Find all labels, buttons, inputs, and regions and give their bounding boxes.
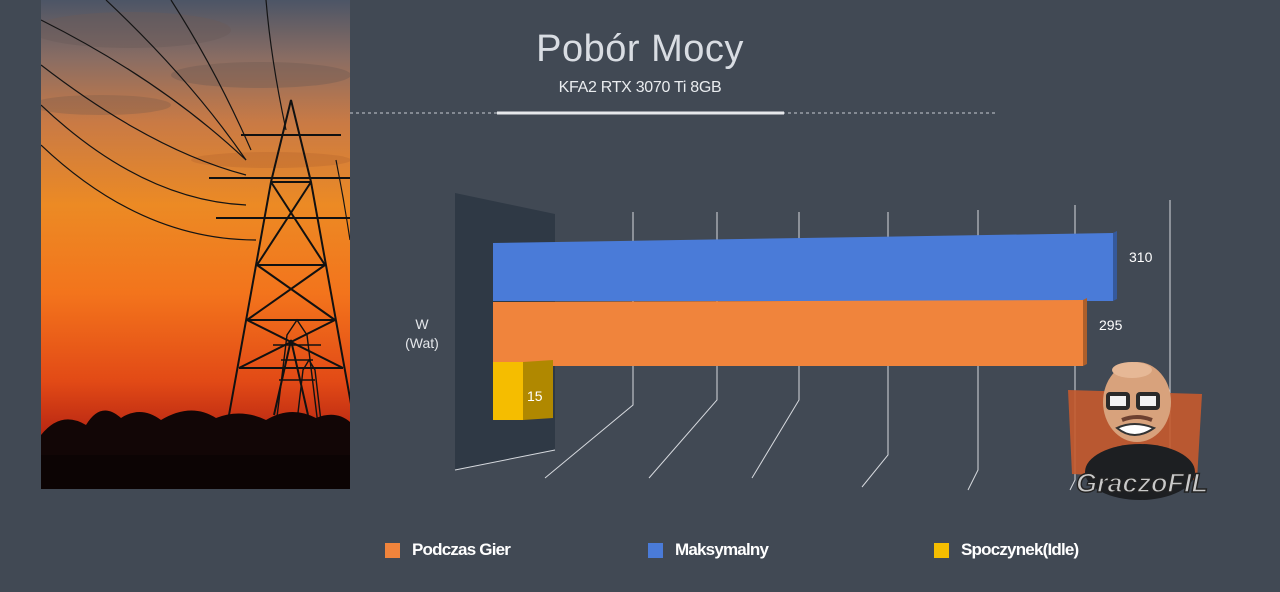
watermark-text: GraczoFIL — [1076, 468, 1208, 498]
bar-podczas-gier-end — [1083, 298, 1087, 366]
legend-label-idle: Spoczynek(Idle) — [961, 540, 1079, 559]
watermark: GraczoFIL — [1075, 467, 1208, 498]
bars — [493, 231, 1117, 420]
y-axis-label-unit: W — [415, 316, 429, 332]
data-label-podczas-gier: 295 — [1099, 317, 1123, 333]
bar-podczas-gier-front — [493, 300, 1083, 366]
y-axis-label-unit-name: (Wat) — [405, 335, 439, 351]
bar-spoczynek-idle-front — [493, 362, 523, 420]
graczofil-mascot-logo: GraczoFIL — [1068, 362, 1209, 500]
bar-maksymalny-front — [493, 233, 1113, 301]
axis-floor-edge — [454, 449, 556, 471]
data-labels: 310 295 15 — [527, 249, 1153, 404]
data-label-maksymalny: 310 — [1129, 249, 1153, 265]
chart-title: Pobór Mocy — [536, 28, 744, 70]
legend-label-max: Maksymalny — [675, 540, 769, 559]
legend-swatch-max — [648, 542, 663, 558]
legend-swatch-gaming — [385, 542, 400, 558]
bar-podczas-gier — [493, 298, 1087, 366]
legend-item-gaming: Podczas Gier — [385, 538, 511, 562]
power-lines-sunset-photo — [41, 0, 350, 489]
legend-swatch-idle — [934, 542, 949, 558]
data-label-spoczynek-idle: 15 — [527, 388, 543, 404]
bar-maksymalny-end — [1113, 231, 1117, 301]
legend-item-idle: Spoczynek(Idle) — [934, 538, 1079, 562]
legend-item-max: Maksymalny — [648, 538, 769, 562]
chart-subtitle: KFA2 RTX 3070 Ti 8GB — [558, 79, 722, 96]
legend-label-gaming: Podczas Gier — [412, 540, 511, 559]
bar-spoczynek-idle-end — [523, 360, 553, 420]
bar-maksymalny — [493, 231, 1117, 301]
bar-spoczynek-idle — [493, 360, 553, 420]
y-axis-label: W (Wat) — [382, 315, 462, 353]
